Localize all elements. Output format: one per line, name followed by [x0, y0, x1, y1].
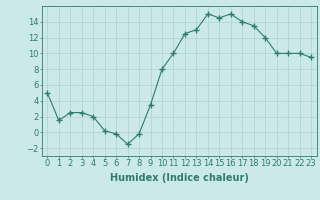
X-axis label: Humidex (Indice chaleur): Humidex (Indice chaleur): [110, 173, 249, 183]
